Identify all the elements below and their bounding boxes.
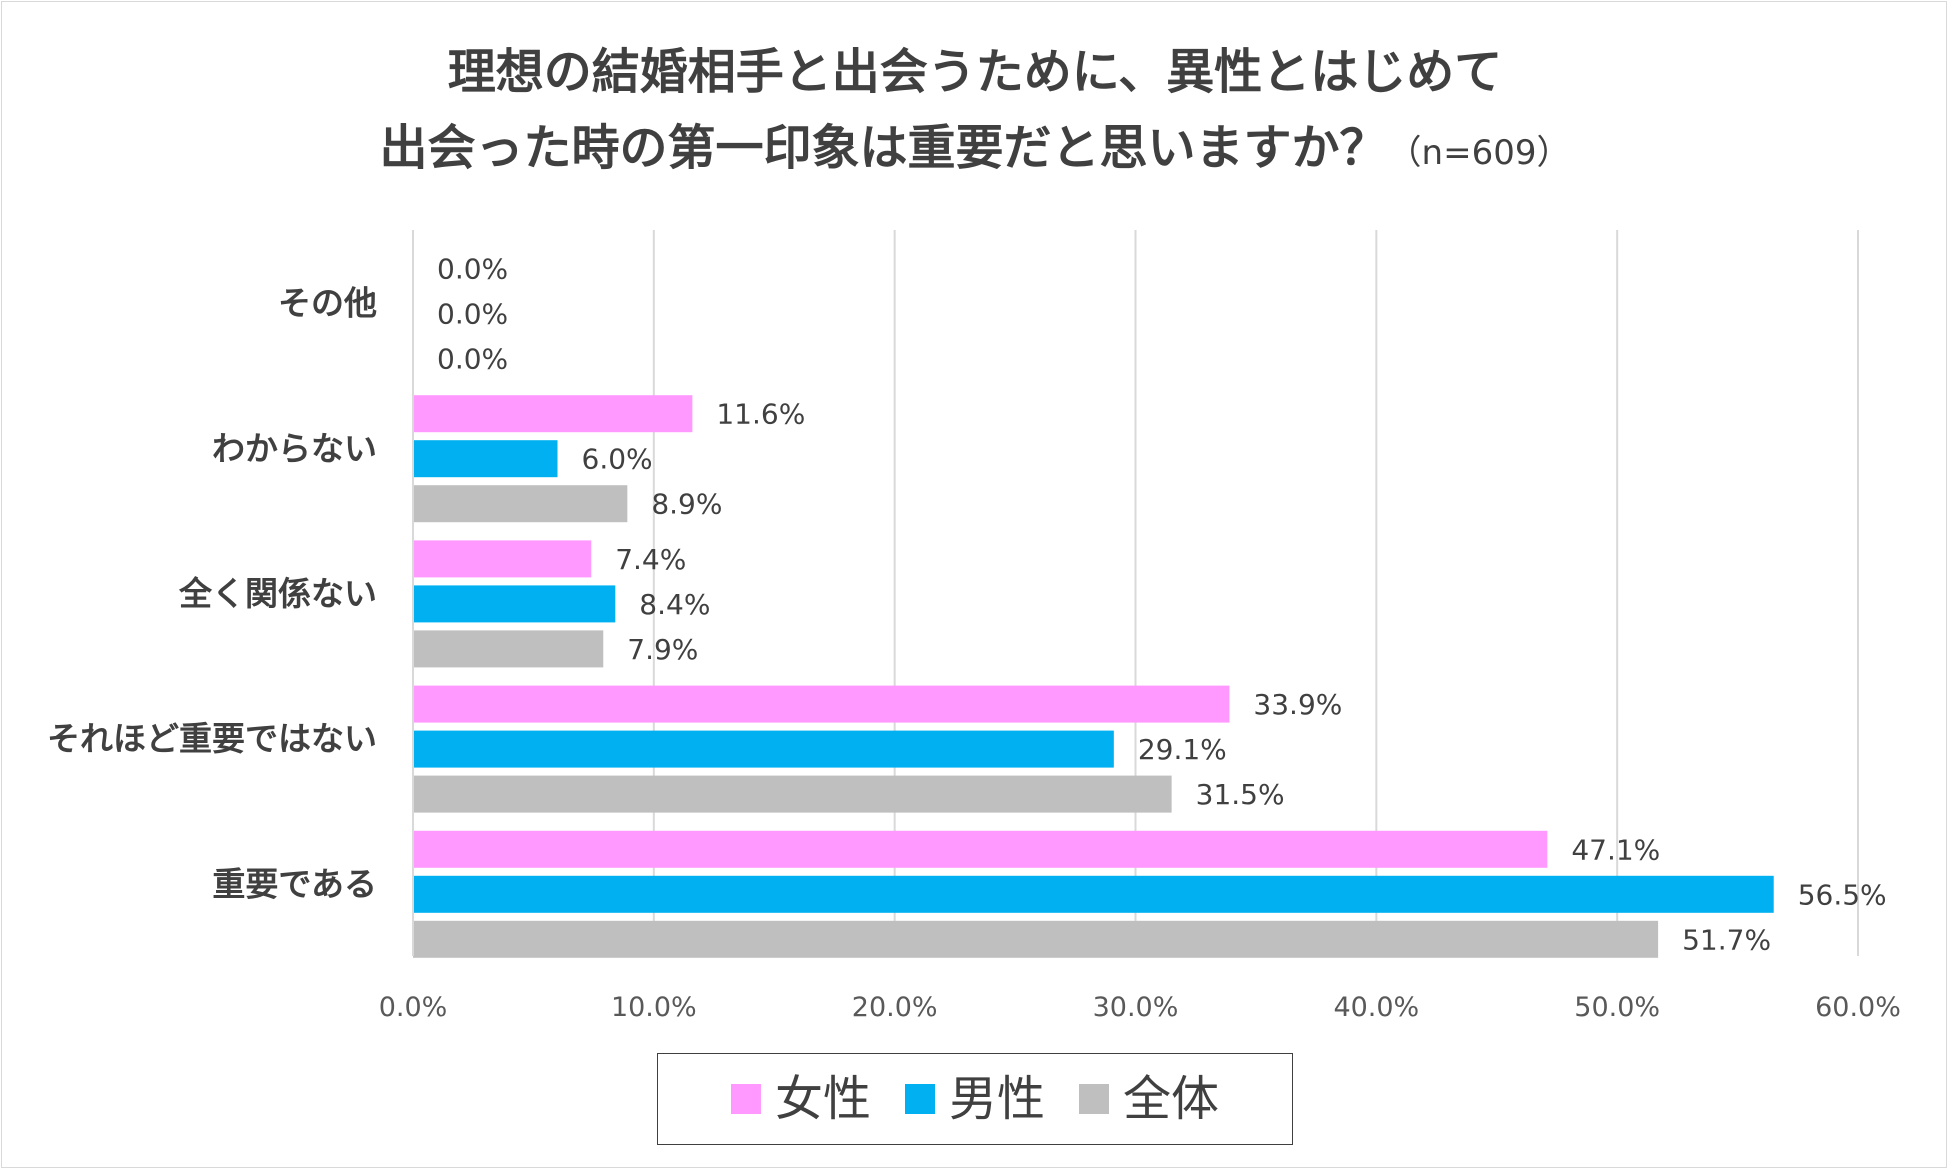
data-label-unknown-male: 6.0%: [582, 443, 653, 476]
bar-not-very-important-total: [413, 775, 1172, 813]
bar-unrelated-male: [413, 585, 616, 623]
bar-unknown-female: [413, 395, 693, 433]
x-tick-label-60: 60.0%: [1815, 992, 1901, 1023]
data-label-unrelated-female: 7.4%: [615, 543, 686, 576]
bar-not-very-important-female: [413, 685, 1230, 723]
data-label-important-total: 51.7%: [1682, 923, 1771, 956]
x-tick-label-10: 10.0%: [611, 992, 697, 1023]
data-label-unrelated-total: 7.9%: [627, 633, 698, 666]
bar-unrelated-total: [413, 630, 604, 668]
data-label-not-very-important-male: 29.1%: [1138, 733, 1227, 766]
legend-label-male: 男性: [948, 1071, 1045, 1127]
category-label-other: その他: [278, 284, 377, 323]
data-label-other-total: 0.0%: [437, 343, 508, 376]
bar-important-female: [413, 830, 1548, 868]
data-label-unknown-total: 8.9%: [651, 488, 722, 521]
x-tick-label-40: 40.0%: [1333, 992, 1419, 1023]
category-label-important: 重要である: [212, 864, 377, 903]
bar-unknown-male: [413, 440, 558, 478]
chart-title-line2: 出会った時の第一印象は重要だと思いますか？（n=609）: [0, 118, 1950, 183]
data-label-unknown-female: 11.6%: [716, 398, 805, 431]
data-label-unrelated-male: 8.4%: [639, 588, 710, 621]
legend-item-male: 男性: [904, 1071, 1045, 1127]
x-tick-label-0: 0.0%: [379, 992, 448, 1023]
data-label-important-male: 56.5%: [1798, 878, 1887, 911]
legend-item-total: 全体: [1079, 1075, 1219, 1123]
chart-title-line1-text: 理想の結婚相手と出会うために、異性とはじめて: [447, 44, 1503, 100]
bar-important-total: [413, 920, 1659, 958]
category-label-not-very-important: それほど重要ではない: [47, 719, 377, 758]
data-label-not-very-important-total: 31.5%: [1196, 778, 1285, 811]
bar-unknown-total: [413, 485, 628, 523]
x-tick-label-50: 50.0%: [1574, 992, 1660, 1023]
chart-title-line1: 理想の結婚相手と出会うために、異性とはじめて: [0, 42, 1950, 102]
legend-swatch-total: [1079, 1084, 1109, 1114]
sample-size-note: （n=609）: [1387, 133, 1571, 173]
category-label-unrelated: 全く関係ない: [178, 574, 377, 613]
data-label-not-very-important-female: 33.9%: [1253, 688, 1342, 721]
data-label-other-female: 0.0%: [437, 253, 508, 286]
x-tick-label-20: 20.0%: [852, 992, 938, 1023]
data-label-important-female: 47.1%: [1571, 833, 1660, 866]
legend-label-total: 全体: [1123, 1071, 1220, 1127]
bar-not-very-important-male: [413, 730, 1114, 768]
chart-title-line2-text: 出会った時の第一印象は重要だと思いますか？: [379, 120, 1388, 176]
legend-swatch-female: [730, 1084, 761, 1114]
chart-legend: 女性 男性 全体: [657, 1053, 1293, 1145]
data-label-other-male: 0.0%: [437, 298, 508, 331]
bar-important-male: [413, 875, 1774, 913]
category-label-unknown: わからない: [212, 429, 377, 468]
legend-item-female: 女性: [730, 1071, 871, 1127]
bar-unrelated-female: [413, 540, 592, 578]
x-tick-label-30: 30.0%: [1093, 992, 1179, 1023]
legend-label-female: 女性: [774, 1071, 871, 1127]
legend-swatch-male: [904, 1084, 935, 1114]
